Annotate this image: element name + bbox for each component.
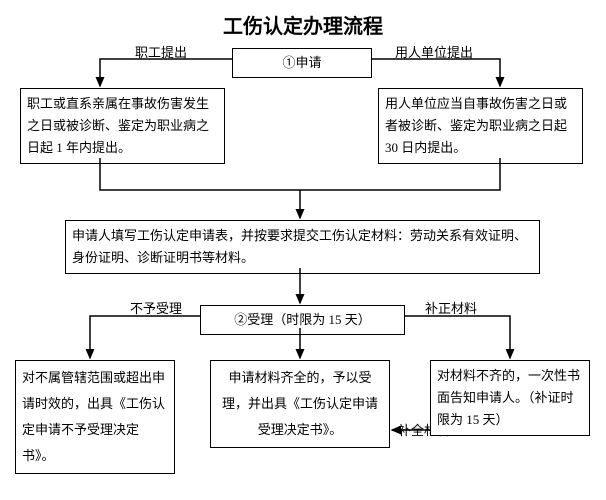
node-apply: ①申请 (232, 48, 372, 78)
node-form: 申请人填写工伤认定申请表，并按要求提交工伤认定材料：劳动关系有效证明、身份证明、… (65, 220, 540, 274)
label-supplement: 补正材料 (425, 298, 477, 317)
node-incomplete: 对材料不齐的，一次性书面告知申请人。（补证时限为 15 天） (430, 360, 590, 436)
node-employer: 用人单位应当自事故伤害之日或者被诊断、鉴定为职业病之日起 30 日内提出。 (378, 88, 583, 164)
node-worker: 职工或直系亲属在事故伤害发生之日或被诊断、鉴定为职业病之日起 1 年内提出。 (20, 88, 225, 164)
label-left-branch: 职工提出 (135, 42, 187, 61)
node-reject: 对不属管辖范围或超出申请时效的，出具《工伤认定申请不予受理决定书》。 (15, 360, 175, 474)
node-approve: 申请材料齐全的，予以受理，并出具《工伤认定申请受理决定书》。 (210, 360, 390, 448)
label-not-accept: 不予受理 (130, 298, 182, 317)
label-right-branch: 用人单位提出 (395, 42, 473, 61)
page-title: 工伤认定办理流程 (0, 10, 606, 39)
node-accept: ②受理（时限为 15 天） (200, 305, 405, 335)
